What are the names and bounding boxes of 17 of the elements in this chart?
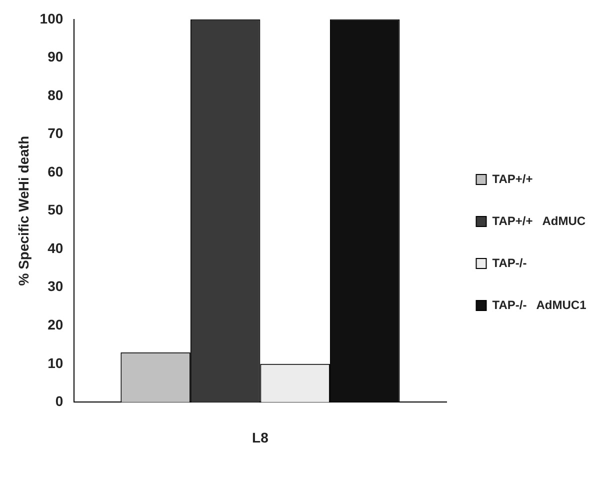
- legend-label: TAP-/- AdMUC1: [492, 298, 587, 312]
- y-tick-label: 60: [48, 163, 64, 180]
- y-tick-label: 10: [48, 354, 64, 371]
- y-tick-label: 40: [48, 240, 64, 256]
- y-tick-label: 100: [40, 10, 64, 26]
- y-tick-label: 30: [48, 278, 64, 294]
- y-tick-label: 20: [48, 316, 64, 332]
- y-tick-label: 80: [48, 86, 64, 103]
- y-tick-label: 70: [48, 125, 64, 142]
- y-tick-label: 0: [55, 393, 64, 410]
- legend-label: TAP+/+: [492, 172, 533, 186]
- y-tick-label: 90: [48, 48, 64, 65]
- legend-label: TAP-/-: [492, 256, 527, 270]
- y-tick-label: 50: [48, 202, 64, 218]
- legend-label: TAP+/+ AdMUC: [492, 214, 586, 228]
- x-tick-label: L8: [252, 429, 269, 446]
- y-axis-title: % Specific WeHi death: [15, 136, 32, 286]
